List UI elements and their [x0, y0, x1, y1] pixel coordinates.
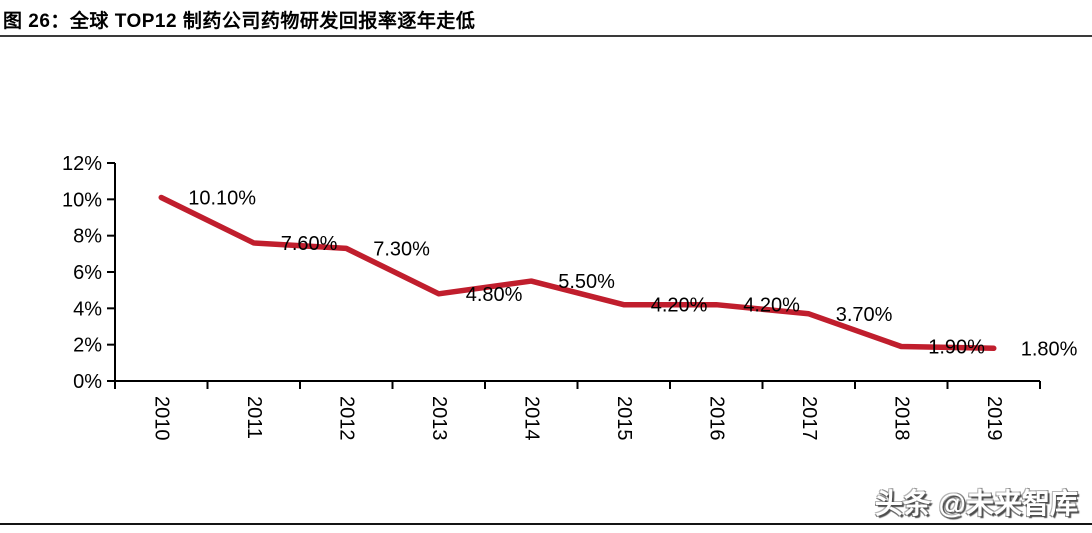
data-label: 4.80%	[466, 284, 523, 306]
bottom-divider	[0, 523, 1092, 525]
x-axis-label: 2018	[890, 396, 912, 441]
x-axis-label: 2010	[150, 396, 172, 441]
y-axis-label: 2%	[73, 335, 102, 357]
data-label: 10.10%	[188, 188, 256, 210]
x-axis-label: 2011	[243, 396, 265, 439]
data-label: 7.30%	[373, 238, 430, 260]
x-axis-label: 2013	[428, 396, 450, 441]
data-label: 7.60%	[281, 233, 338, 255]
data-label: 1.90%	[928, 336, 985, 358]
data-label: 5.50%	[558, 271, 615, 293]
x-axis-label: 2014	[520, 396, 542, 441]
x-axis-label: 2019	[983, 396, 1005, 441]
y-axis-label: 12%	[62, 153, 102, 175]
x-axis-label: 2012	[335, 396, 357, 441]
data-label: 4.20%	[651, 295, 708, 317]
y-axis-label: 0%	[73, 371, 102, 393]
watermark-text: 头条 @未来智库	[874, 488, 1078, 519]
y-axis-label: 8%	[73, 226, 102, 248]
x-axis-label: 2017	[798, 396, 820, 441]
figure-title: 图 26：全球 TOP12 制药公司药物研发回报率逐年走低	[3, 11, 476, 32]
x-axis-label: 2015	[613, 396, 635, 441]
series-line	[158, 194, 997, 352]
y-axis-label: 10%	[62, 189, 102, 211]
data-label: 1.80%	[1021, 338, 1078, 360]
data-label: 3.70%	[836, 304, 893, 326]
y-axis-label: 6%	[73, 262, 102, 284]
title-divider	[0, 35, 1092, 37]
data-label: 4.20%	[743, 295, 800, 317]
y-axis-label: 4%	[73, 298, 102, 320]
x-axis-label: 2016	[705, 396, 727, 441]
